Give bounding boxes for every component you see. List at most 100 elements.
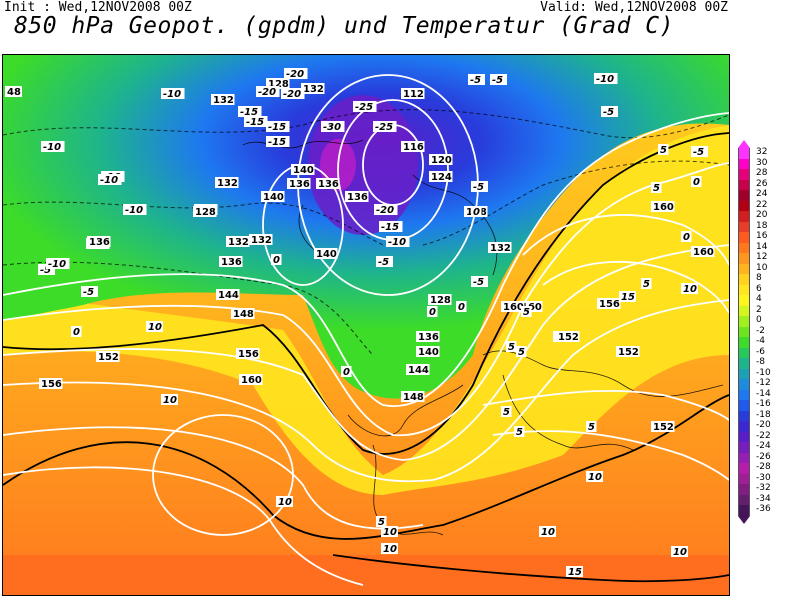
temperature-label: -10 (596, 74, 614, 85)
init-time: Init : Wed,12NOV2008 00Z (4, 0, 192, 15)
colorbar-label: -12 (756, 378, 771, 388)
temperature-label: 0 (343, 367, 350, 378)
geopotential-label: 120 (431, 155, 452, 166)
temperature-label: 5 (518, 347, 525, 358)
temperature-label-bg (381, 526, 398, 537)
colorbar-swatch (738, 463, 750, 474)
temperature-label: -25 (375, 122, 393, 133)
geopotential-label: 132 (228, 237, 249, 248)
temperature-label-bg (514, 426, 525, 437)
geopotential-label-bg (96, 351, 120, 362)
geopotential-label: 128 (195, 207, 216, 218)
colorbar-label: 12 (756, 252, 768, 262)
geopotential-label: 152 (558, 332, 579, 343)
temperature-label-bg (506, 341, 517, 352)
temperature-label: -25 (355, 102, 373, 113)
colorbar-swatch (738, 190, 750, 201)
temperature-label-bg (146, 321, 163, 332)
temperature-label-bg (284, 68, 308, 79)
temperature-label-bg (456, 301, 467, 312)
geopotential-label: 112 (403, 89, 424, 100)
colorbar-label: -14 (756, 388, 771, 399)
temperature-label: -30 (323, 122, 341, 133)
geopotential-label: 148 (403, 392, 424, 403)
colorbar-label: 18 (756, 220, 768, 231)
colorbar-label: 20 (756, 210, 768, 220)
colorbar-label: -16 (756, 399, 771, 409)
colorbar-label: 14 (756, 241, 768, 252)
geopotential-label: 136 (318, 179, 339, 190)
temperature-label-bg (266, 136, 290, 147)
geopotential-label: 48 (7, 87, 21, 98)
colorbar-swatch (738, 442, 750, 453)
geopotential-label: 144 (218, 290, 239, 301)
colorbar-label: 4 (756, 294, 762, 304)
geopotential-label: 152 (618, 347, 639, 358)
temperature-label: 5 (588, 422, 595, 433)
colorbar-swatch (738, 473, 750, 484)
geopotential-label: 152 (653, 422, 674, 433)
temperature-label: 5 (508, 342, 515, 353)
colorbar-label: 0 (756, 315, 762, 325)
colorbar-label: -34 (756, 493, 771, 504)
geopotential-label-bg (314, 248, 338, 259)
colorbar-label: 32 (756, 147, 768, 157)
temperature-label: 0 (73, 327, 80, 338)
temperature-label-bg (353, 101, 377, 112)
geopotential-label-bg (215, 177, 239, 188)
temperature-label-bg (244, 116, 268, 127)
temperature-label-bg (271, 254, 282, 265)
colorbar-swatch (738, 305, 750, 316)
geopotential-label-bg (428, 294, 452, 305)
temperature-label-bg (41, 141, 65, 152)
geopotential-label-bg (488, 242, 512, 253)
colorbar-label: -10 (756, 367, 771, 378)
temperature-label: 5 (660, 145, 667, 156)
geopotential-label-bg (651, 421, 675, 432)
colorbar-swatch (738, 295, 750, 306)
colorbar-label: -24 (756, 441, 771, 451)
geopotential-label-bg (316, 178, 340, 189)
temperature-label-bg (471, 276, 488, 287)
geopotential-label-bg (211, 94, 235, 105)
colorbar-swatch (738, 274, 750, 285)
colorbar-label: 16 (756, 231, 768, 241)
geopotential-label-bg (616, 346, 640, 357)
temperature-label: 10 (383, 544, 397, 555)
geopotential-label-bg (5, 86, 22, 97)
colorbar-label: 22 (756, 199, 768, 210)
colorbar-label: -8 (756, 357, 765, 367)
colorbar-swatch (738, 421, 750, 432)
geopotential-label-bg (416, 331, 440, 342)
temperature-label-bg (276, 496, 293, 507)
temperature-label-bg (516, 346, 527, 357)
geopotential-label-bg (261, 191, 285, 202)
hot-region-south (3, 555, 729, 595)
colorbar-swatch (738, 253, 750, 264)
temperature-label: 5 (378, 517, 385, 528)
temperature-label: 0 (273, 255, 280, 266)
geopotential-label-bg (193, 206, 217, 217)
colorbar-swatch (738, 263, 750, 274)
temperature-label: -20 (376, 205, 394, 216)
geopotential-label: 132 (217, 178, 238, 189)
temperature-label-bg (321, 121, 345, 132)
temperature-label: -20 (286, 69, 304, 80)
temperature-label: 5 (653, 183, 660, 194)
geopotential-label: 132 (251, 235, 272, 246)
temperature-label: 5 (523, 307, 530, 318)
isotherms (3, 109, 729, 356)
colorbar-swatch (738, 410, 750, 421)
colorbar-label: -30 (756, 472, 771, 483)
colorbar-swatch (738, 379, 750, 390)
colorbar-label: -28 (756, 462, 771, 472)
temperature-label: -15 (268, 137, 286, 148)
temperature-label-bg (501, 406, 512, 417)
geopotential-label: 140 (418, 347, 439, 358)
colorbar-swatch (738, 316, 750, 327)
colorbar-label: -26 (756, 451, 771, 462)
temperature-label-bg (658, 144, 669, 155)
temperature-label: -5 (492, 75, 503, 86)
temperature-label: -10 (125, 205, 143, 216)
temperature-label: 15 (621, 292, 635, 303)
